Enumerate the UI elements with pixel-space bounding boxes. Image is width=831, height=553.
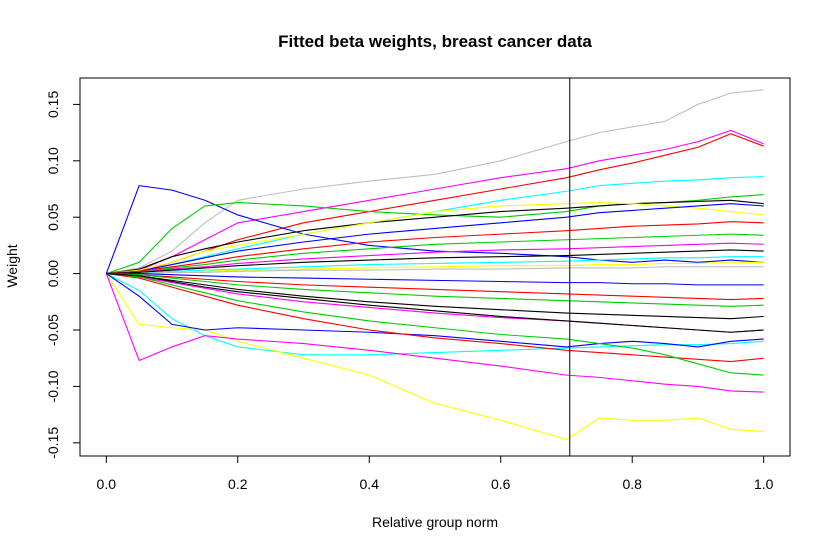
chart-title: Fitted beta weights, breast cancer data	[278, 32, 592, 51]
series-line-21	[106, 273, 764, 333]
series-line-27	[106, 273, 764, 376]
series-line-12	[106, 242, 764, 275]
series-line-11	[106, 233, 764, 275]
series-line-2	[106, 129, 764, 275]
series-line-15	[106, 261, 764, 275]
series-line-23	[105, 273, 764, 440]
y-tick-label: -0.15	[45, 427, 61, 459]
series-line-16	[106, 266, 764, 275]
series-line-26	[106, 273, 764, 363]
y-tick-label: -0.05	[45, 314, 61, 346]
series-line-25	[105, 273, 764, 348]
series-line-18	[106, 273, 764, 301]
series-line-4	[105, 185, 764, 274]
series-line-7	[106, 199, 764, 275]
y-tick-label: 0.15	[45, 91, 61, 118]
y-axis-label: Weight	[4, 244, 20, 287]
series-line-6	[106, 194, 764, 275]
series-line-14	[106, 256, 764, 275]
series-line-20	[106, 273, 764, 320]
series-line-10	[106, 221, 764, 275]
x-tick-label: 0.6	[491, 476, 511, 492]
series-line-28	[106, 273, 764, 333]
series-line-5	[106, 176, 764, 275]
series-line-24	[105, 273, 764, 393]
y-tick-label: 0.00	[45, 260, 61, 287]
series-line-13	[106, 249, 764, 275]
x-tick-label: 1.0	[754, 476, 774, 492]
series-group	[105, 89, 764, 440]
x-tick-label: 0.2	[228, 476, 248, 492]
series-line-19	[106, 273, 764, 307]
y-tick-label: 0.05	[45, 203, 61, 230]
series-line-1	[106, 89, 764, 275]
x-axis-label: Relative group norm	[372, 514, 498, 530]
x-tick-label: 0.4	[360, 476, 380, 492]
series-line-17	[106, 273, 764, 286]
x-tick-label: 0.0	[97, 476, 117, 492]
y-tick-label: -0.10	[45, 370, 61, 402]
y-axis-ticks: -0.15 -0.10 -0.05 0.00 0.05 0.10 0.15	[45, 91, 80, 459]
x-axis-ticks: 0.0 0.2 0.4 0.6 0.8 1.0	[97, 456, 774, 492]
series-line-9	[106, 203, 764, 275]
series-line-22	[106, 273, 764, 356]
plot-frame	[79, 77, 791, 457]
x-tick-label: 0.8	[622, 476, 642, 492]
y-tick-label: 0.10	[45, 147, 61, 174]
